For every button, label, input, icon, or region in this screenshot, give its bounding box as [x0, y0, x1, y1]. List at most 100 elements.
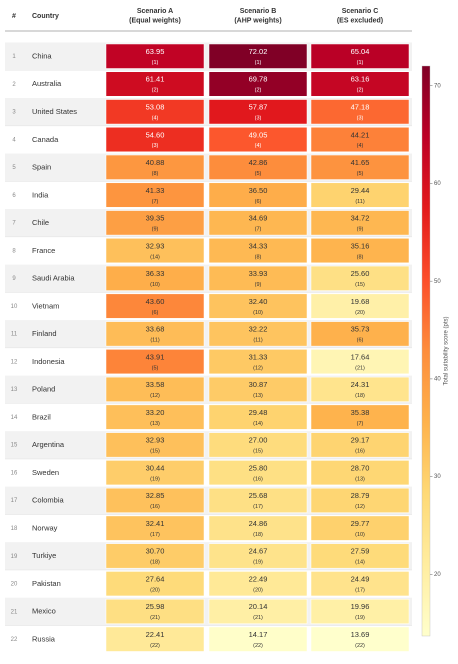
row-index: 19: [11, 554, 18, 560]
heat-cell: [105, 154, 205, 180]
heat-cell: [105, 598, 205, 624]
cell-value: 33.68: [146, 325, 165, 334]
cell-rank: (21): [355, 365, 365, 371]
cell-rank: (15): [150, 449, 160, 455]
country: Chile: [32, 218, 49, 227]
cell-rank: (17): [253, 504, 263, 510]
cell-value: 19.96: [351, 602, 370, 611]
cell-rank: (10): [150, 282, 160, 288]
country: Poland: [32, 385, 55, 394]
cell-rank: (7): [357, 421, 364, 427]
scenario-sub: (Equal weights): [129, 17, 181, 24]
heat-cell: [105, 293, 205, 319]
cell-value: 32.93: [146, 241, 165, 250]
country: China: [32, 51, 52, 60]
cell-value: 32.93: [146, 436, 165, 445]
cell-rank: (16): [355, 449, 365, 455]
cell-rank: (5): [357, 171, 364, 177]
heat-cell: [105, 43, 205, 69]
scenario-sub: (ES excluded): [337, 17, 383, 24]
header-index: #: [12, 13, 16, 20]
cell-rank: (4): [255, 143, 262, 149]
cell-rank: (19): [253, 560, 263, 566]
heat-cell: [208, 154, 308, 180]
cell-value: 25.98: [146, 602, 165, 611]
cell-value: 19.68: [351, 297, 370, 306]
cell-value: 29.44: [351, 186, 370, 195]
cell-rank: (20): [150, 587, 160, 593]
cell-rank: (3): [357, 115, 364, 121]
cell-value: 27.64: [146, 574, 165, 583]
cell-rank: (4): [152, 115, 159, 121]
cell-rank: (4): [357, 143, 364, 149]
heat-cell: [310, 127, 410, 153]
cell-value: 33.58: [146, 380, 165, 389]
cell-value: 24.86: [249, 519, 268, 528]
heat-cell: [310, 404, 410, 430]
cell-value: 35.16: [351, 241, 370, 250]
cell-rank: (7): [255, 227, 262, 233]
heat-cell: [208, 71, 308, 97]
cell-rank: (12): [355, 504, 365, 510]
row-index: 14: [11, 415, 18, 421]
row-index: 3: [12, 110, 16, 116]
heat-cell: [310, 487, 410, 513]
cell-value: 36.33: [146, 269, 165, 278]
country: Norway: [32, 523, 58, 532]
country: Sweden: [32, 468, 59, 477]
heat-cell: [105, 127, 205, 153]
row-index: 6: [12, 193, 16, 199]
scenario-name: Scenario A: [137, 8, 173, 15]
heat-cell: [208, 127, 308, 153]
cell-rank: (11): [253, 338, 263, 344]
cell-rank: (10): [253, 310, 263, 316]
cell-rank: (9): [152, 227, 159, 233]
scenario-sub: (AHP weights): [234, 17, 281, 24]
cell-rank: (5): [255, 171, 262, 177]
country: Russia: [32, 634, 56, 643]
cell-value: 20.14: [249, 602, 268, 611]
cell-rank: (9): [357, 227, 364, 233]
cell-value: 63.16: [351, 75, 370, 84]
cell-rank: (12): [150, 393, 160, 399]
cell-value: 43.91: [146, 352, 165, 361]
cell-value: 28.79: [351, 491, 370, 500]
cell-value: 34.69: [249, 214, 268, 223]
cell-value: 61.41: [146, 75, 165, 84]
heat-cell: [105, 376, 205, 402]
heat-cell: [208, 99, 308, 125]
cell-rank: (7): [152, 199, 159, 205]
row-index: 13: [11, 387, 18, 393]
cell-rank: (1): [152, 60, 159, 66]
row-index: 21: [11, 609, 18, 615]
cell-value: 63.95: [146, 47, 165, 56]
heat-cell: [310, 376, 410, 402]
heat-cell: [105, 543, 205, 569]
cell-value: 32.85: [146, 491, 165, 500]
heat-cell: [208, 265, 308, 291]
cell-rank: (1): [357, 60, 364, 66]
country: India: [32, 190, 49, 199]
colorbar-tick-label: 30: [434, 474, 441, 480]
cell-rank: (17): [355, 587, 365, 593]
heat-cell: [208, 293, 308, 319]
cell-value: 47.18: [351, 103, 370, 112]
cell-value: 29.48: [249, 408, 268, 417]
cell-rank: (20): [253, 587, 263, 593]
cell-value: 30.44: [146, 463, 165, 472]
heat-cell: [310, 543, 410, 569]
cell-rank: (6): [255, 199, 262, 205]
cell-value: 72.02: [249, 47, 268, 56]
cell-value: 24.31: [351, 380, 370, 389]
row-index: 4: [12, 137, 16, 143]
cell-value: 39.35: [146, 214, 165, 223]
row-index: 9: [12, 276, 16, 282]
cell-rank: (19): [150, 476, 160, 482]
row-index: 5: [12, 165, 16, 171]
row-index: 12: [11, 359, 18, 365]
cell-value: 44.21: [351, 130, 370, 139]
heat-cell: [105, 71, 205, 97]
heat-cell: [208, 598, 308, 624]
colorbar-tick-label: 50: [434, 279, 441, 285]
